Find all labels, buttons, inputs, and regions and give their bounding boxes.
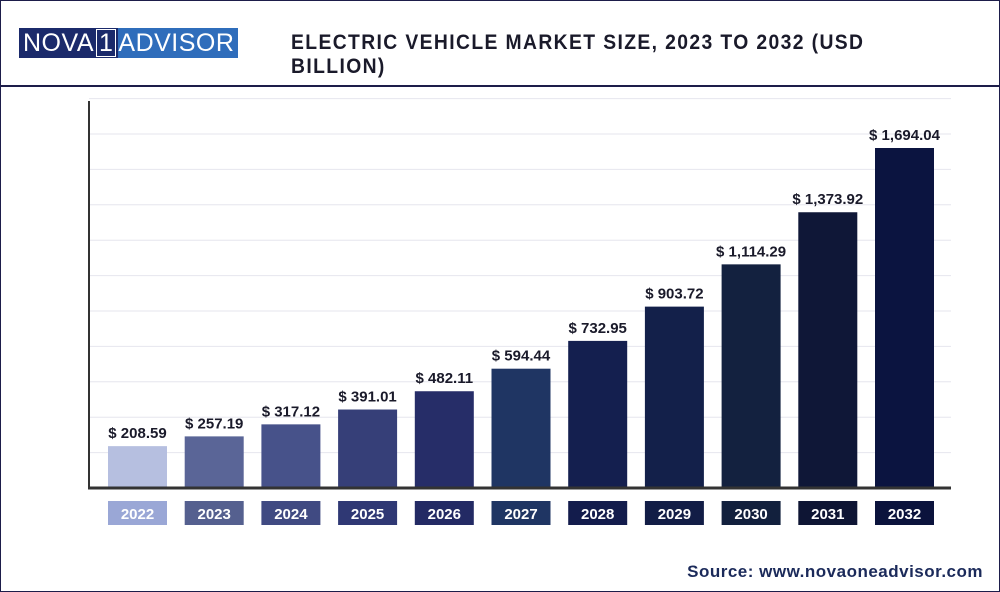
bar-2029: [644, 306, 704, 488]
data-label-2025: $ 391.01: [338, 389, 396, 406]
x-tick-label-2024: 2024: [274, 506, 308, 523]
data-label-2030: $ 1,114.29: [716, 243, 786, 260]
x-label-box: [184, 501, 244, 525]
x-label-box: [644, 501, 704, 525]
x-tick-label-2025: 2025: [351, 506, 384, 523]
bar-2027: [491, 368, 551, 488]
x-tick-label-2027: 2027: [504, 506, 537, 523]
data-label-2028: $ 732.95: [569, 320, 627, 337]
x-tick-label-2031: 2031: [811, 506, 844, 523]
x-tick-label-2032: 2032: [888, 506, 921, 523]
x-label-box: [568, 501, 628, 525]
bar-2032: [875, 148, 934, 488]
bar-2024: [261, 424, 321, 488]
bar-2026: [414, 391, 474, 488]
bar-2023: [184, 436, 244, 488]
data-label-2023: $ 257.19: [185, 415, 243, 432]
bar-2030: [721, 264, 781, 488]
x-tick-label-2030: 2030: [734, 506, 767, 523]
x-tick-label-2029: 2029: [658, 506, 691, 523]
bar-2022: [108, 446, 167, 488]
bar-2028: [568, 340, 628, 488]
x-label-box: [108, 501, 167, 525]
data-label-2031: $ 1,373.92: [792, 191, 863, 208]
x-label-box: [261, 501, 321, 525]
bar-2025: [338, 409, 398, 488]
x-label-box: [338, 501, 398, 525]
x-label-box: [875, 501, 934, 525]
x-tick-label-2026: 2026: [428, 506, 461, 523]
x-label-box: [721, 501, 781, 525]
x-label-box: [798, 501, 858, 525]
brand-logo: NOVA 1 ADVISOR: [19, 28, 239, 58]
x-tick-label-2028: 2028: [581, 506, 614, 523]
data-label-2027: $ 594.44: [492, 348, 551, 365]
source-note: Source: www.novaoneadvisor.com: [687, 562, 983, 581]
bar-2031: [798, 212, 858, 488]
x-label-box: [491, 501, 551, 525]
data-label-2029: $ 903.72: [645, 286, 703, 303]
x-tick-label-2022: 2022: [121, 506, 154, 523]
data-label-2022: $ 208.59: [108, 425, 166, 442]
data-label-2024: $ 317.12: [262, 403, 320, 420]
x-tick-label-2023: 2023: [198, 506, 231, 523]
data-label-2032: $ 1,694.04: [869, 127, 941, 144]
data-label-2026: $ 482.11: [416, 370, 474, 387]
header: NOVA 1 ADVISOR ELECTRIC VEHICLE MARKET SIZ…: [1, 1, 999, 87]
chart-title: ELECTRIC VEHICLE MARKET SIZE, 2023 TO 20…: [291, 31, 865, 78]
x-label-box: [414, 501, 474, 525]
